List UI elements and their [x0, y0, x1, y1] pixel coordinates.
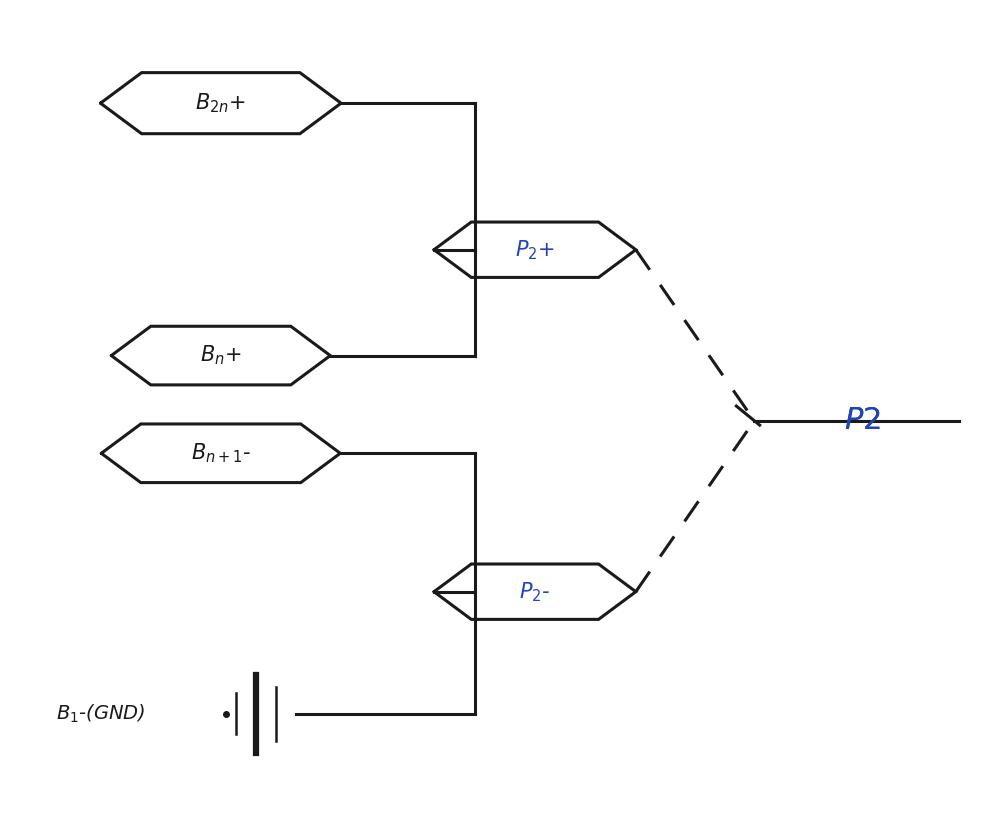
Text: $P_{2}$+: $P_{2}$+ — [515, 238, 555, 261]
Text: $B_{1}$-(GND): $B_{1}$-(GND) — [56, 703, 146, 725]
Text: $B_{n+1}$-: $B_{n+1}$- — [191, 441, 251, 465]
Text: $P2$: $P2$ — [844, 406, 881, 435]
Text: $P_{2}$-: $P_{2}$- — [519, 580, 551, 604]
Text: $B_{2n}$+: $B_{2n}$+ — [195, 92, 246, 115]
Text: $P2$: $P2$ — [844, 406, 881, 435]
Text: $B_{n}$+: $B_{n}$+ — [200, 344, 242, 368]
